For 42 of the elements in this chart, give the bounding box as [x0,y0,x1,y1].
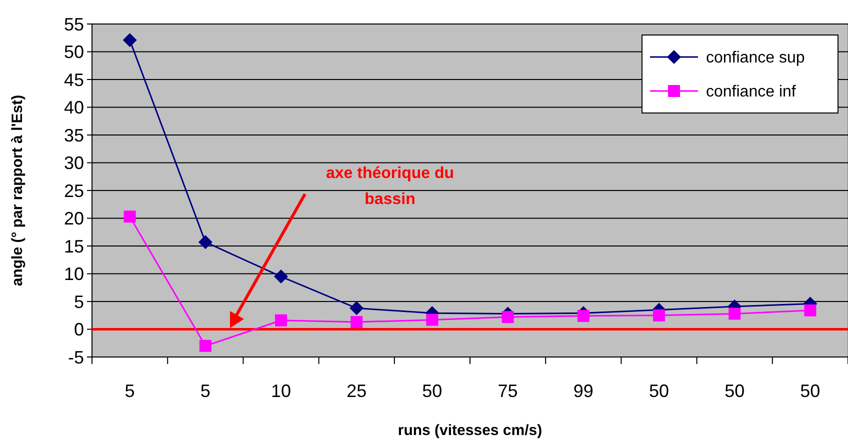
point [350,301,364,316]
x-tick-label: 50 [648,381,670,401]
y-tick-label: 45 [64,70,84,90]
x-axis-title: runs (vitesses cm/s) [398,422,542,439]
y-tick-label: 55 [64,14,84,34]
x-tick-label: 50 [422,381,442,401]
y-tick-label: 40 [64,98,84,118]
y-tick-label: 35 [64,125,84,146]
y-axis-title: angle (° par rapport à l'Est) [9,94,26,286]
y-tick-label: 0 [74,320,84,340]
x-tick-label: 99 [573,381,594,401]
point [653,309,665,322]
point [199,340,212,352]
point [124,210,136,223]
point [426,314,438,326]
x-tick-label: 25 [346,381,367,401]
y-tick-label: 5 [74,292,84,312]
y-tick-label: 15 [64,236,84,256]
y-tick-label: 50 [64,42,84,62]
point [804,304,816,316]
point [502,311,514,324]
point [350,316,363,328]
point [577,310,590,322]
y-tick-label: 20 [64,208,84,229]
point [122,33,137,48]
point [275,314,287,326]
x-tick-label: 75 [498,381,518,401]
x-tick-label: 10 [270,381,292,401]
legend-label: confiance sup [706,50,805,67]
legend-label: confiance inf [706,84,796,101]
y-tick-label: 10 [64,264,84,284]
y-tick-label: -5 [68,347,84,368]
x-tick-label: 5 [124,381,135,401]
point [198,235,212,250]
annotation: axe théorique du bassin [326,165,454,208]
point [728,308,741,320]
x-tick-label: 50 [724,381,745,401]
x-tick-label: 5 [200,381,210,401]
y-tick-label: 30 [64,153,84,174]
point [274,270,288,284]
x-tick-label: 50 [800,381,820,401]
y-tick-label: 25 [64,180,84,201]
